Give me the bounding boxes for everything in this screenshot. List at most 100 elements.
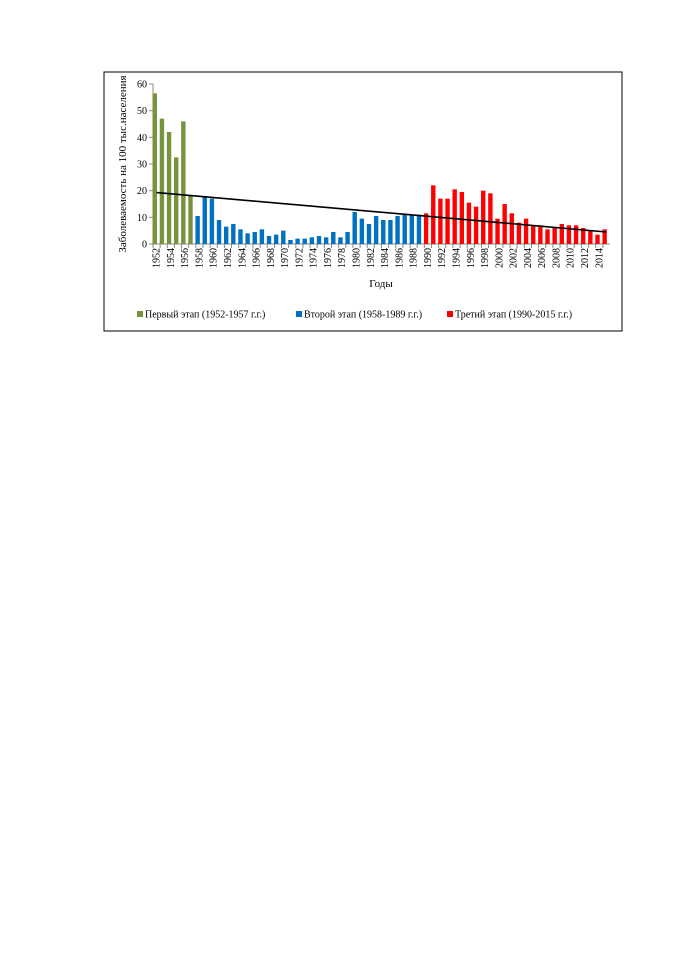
x-tick-label: 1974 [309, 248, 320, 268]
x-tick-label: 1972 [294, 248, 305, 268]
bar [409, 214, 415, 244]
bar [366, 224, 372, 244]
bar [273, 234, 279, 244]
bar [516, 222, 522, 244]
y-tick-label: 10 [137, 213, 147, 224]
bar [252, 232, 257, 244]
x-tick-label: 1978 [337, 248, 348, 268]
x-tick-label: 2008 [551, 248, 562, 268]
bar [231, 224, 236, 244]
bar [259, 229, 265, 244]
x-tick-label: 1984 [380, 248, 391, 268]
bar [209, 198, 215, 244]
bar [323, 237, 329, 244]
bar [545, 229, 550, 244]
y-tick-label: 50 [137, 106, 147, 117]
x-tick-label: 2004 [523, 248, 534, 268]
bar [495, 218, 500, 244]
bar [281, 230, 286, 244]
x-tick-label: 1994 [451, 248, 462, 268]
bar [316, 236, 322, 244]
bar [602, 229, 607, 244]
x-tick-label: 1986 [394, 248, 405, 268]
bar [481, 190, 486, 244]
bar [538, 225, 543, 244]
bar [552, 228, 557, 244]
x-tick-label: 1970 [280, 248, 291, 268]
bar [352, 212, 357, 244]
legend-label: Первый этап (1952-1957 г.г.) [145, 310, 265, 321]
x-tick-label: 1962 [223, 248, 234, 268]
x-tick-label: 1980 [352, 248, 363, 268]
bar [466, 202, 472, 244]
bar [559, 224, 564, 244]
y-tick-label: 30 [137, 160, 147, 171]
bar [166, 132, 172, 244]
bar [295, 238, 300, 244]
x-tick-label: 1976 [323, 248, 334, 268]
bar [531, 225, 536, 244]
legend-swatch [296, 311, 302, 317]
x-tick-label: 1952 [152, 248, 163, 268]
bar [566, 225, 572, 244]
bar [573, 225, 579, 244]
bar [331, 232, 336, 244]
bar [188, 196, 193, 244]
bar [216, 220, 222, 244]
bar [459, 192, 465, 244]
bar [202, 196, 207, 244]
legend-label: Третий этап (1990-2015 г.г.) [455, 310, 572, 321]
bar [431, 185, 436, 244]
x-tick-label: 1990 [423, 248, 434, 268]
x-tick-label: 1982 [366, 248, 377, 268]
bar [359, 218, 365, 244]
bar [245, 233, 250, 244]
legend-swatch [137, 311, 143, 317]
bar [416, 214, 422, 244]
bar [581, 228, 586, 244]
bar [238, 229, 243, 244]
y-tick-label: 40 [137, 133, 147, 144]
bar [473, 206, 479, 244]
y-axis-title: Заболеваемость на 100 тыс.населения [117, 75, 129, 252]
bar [338, 237, 343, 244]
bar [288, 240, 293, 244]
bar [309, 237, 315, 244]
y-tick-label: 20 [137, 186, 147, 197]
bar [523, 218, 529, 244]
bar [373, 216, 379, 244]
bar [488, 193, 493, 244]
x-tick-label: 2002 [509, 248, 520, 268]
x-tick-label: 1966 [252, 248, 263, 268]
x-tick-label: 1998 [480, 248, 491, 268]
x-axis-title: Годы [369, 278, 393, 290]
x-tick-label: 1954 [166, 248, 177, 268]
x-tick-label: 1988 [409, 248, 420, 268]
bar [438, 198, 443, 244]
bar [445, 198, 450, 244]
legend-label: Второй этап (1958-1989 г.г.) [304, 310, 422, 321]
bar [152, 93, 157, 244]
bar [381, 220, 386, 244]
bar [395, 216, 400, 244]
bar [223, 226, 229, 244]
x-tick-label: 1958 [194, 248, 205, 268]
bar [588, 230, 593, 244]
x-tick-label: 1992 [437, 248, 448, 268]
bar [266, 236, 272, 244]
legend-swatch [447, 311, 453, 317]
x-tick-label: 2012 [580, 248, 591, 268]
x-tick-label: 2014 [594, 248, 605, 268]
bar [181, 121, 186, 244]
bar [402, 214, 407, 244]
x-tick-label: 2010 [566, 248, 577, 268]
x-tick-label: 1996 [466, 248, 477, 268]
bar [502, 204, 507, 244]
x-tick-label: 2000 [494, 248, 505, 268]
bar [173, 157, 179, 244]
x-tick-label: 1964 [237, 248, 248, 268]
y-tick-label: 0 [142, 240, 147, 251]
bar [302, 238, 307, 244]
